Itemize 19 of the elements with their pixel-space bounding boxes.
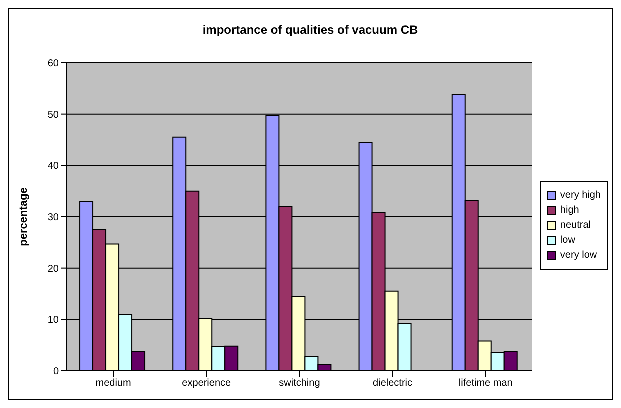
y-tick-label: 30 (48, 212, 60, 224)
x-tick-label: experience (182, 378, 232, 390)
x-tick-label: medium (96, 378, 132, 390)
legend-label: very high (560, 190, 601, 201)
y-tick-label: 20 (48, 264, 60, 275)
x-tick-label: switching (279, 378, 320, 390)
y-axis-title: percentage (18, 188, 30, 246)
y-tick-label: 0 (53, 366, 60, 378)
y-tick-label: 50 (48, 110, 60, 121)
legend-label: very low (560, 250, 598, 261)
y-tick-label: 60 (48, 58, 60, 70)
chart-title: importance of qualities of vacuum CB (202, 22, 420, 39)
legend-label: low (560, 235, 576, 246)
x-tick-label: dielectric (373, 378, 413, 390)
x-tick-label: lifetime man (458, 378, 513, 390)
y-tick-label: 40 (48, 161, 60, 172)
legend-label: neutral (560, 220, 591, 231)
y-tick-label: 10 (48, 315, 60, 326)
legend-label: high (560, 205, 580, 216)
